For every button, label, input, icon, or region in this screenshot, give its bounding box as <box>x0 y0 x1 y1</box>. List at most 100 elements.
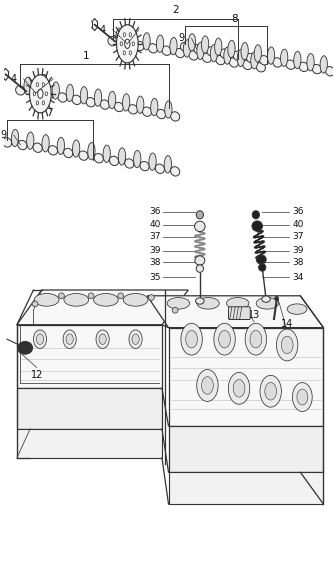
Text: 7: 7 <box>46 107 53 118</box>
Ellipse shape <box>286 60 295 70</box>
Text: 1: 1 <box>83 52 90 61</box>
Ellipse shape <box>103 145 110 162</box>
Ellipse shape <box>281 49 288 67</box>
Ellipse shape <box>256 63 266 72</box>
Ellipse shape <box>171 166 180 176</box>
Ellipse shape <box>294 52 301 68</box>
Text: 39: 39 <box>292 246 304 255</box>
Ellipse shape <box>116 28 123 45</box>
Ellipse shape <box>63 148 73 158</box>
Ellipse shape <box>262 296 270 302</box>
Ellipse shape <box>233 380 245 397</box>
Text: 8: 8 <box>231 14 238 24</box>
Text: 4: 4 <box>11 74 17 84</box>
Ellipse shape <box>196 265 203 273</box>
Ellipse shape <box>134 150 141 168</box>
Ellipse shape <box>58 293 64 299</box>
Ellipse shape <box>118 148 126 165</box>
Ellipse shape <box>129 51 132 55</box>
Ellipse shape <box>16 86 25 95</box>
Ellipse shape <box>156 110 166 119</box>
Ellipse shape <box>260 56 269 65</box>
Polygon shape <box>169 426 323 472</box>
Ellipse shape <box>125 39 130 48</box>
Ellipse shape <box>135 41 144 50</box>
Ellipse shape <box>195 256 205 265</box>
Ellipse shape <box>30 88 39 97</box>
Ellipse shape <box>186 331 197 348</box>
Ellipse shape <box>214 323 235 355</box>
Ellipse shape <box>228 40 235 57</box>
Ellipse shape <box>207 47 216 56</box>
Ellipse shape <box>229 58 238 67</box>
Ellipse shape <box>125 159 134 168</box>
Ellipse shape <box>110 156 119 165</box>
Text: 12: 12 <box>30 370 43 380</box>
Ellipse shape <box>252 211 260 219</box>
Ellipse shape <box>42 82 44 86</box>
Text: 37: 37 <box>292 232 304 241</box>
Ellipse shape <box>197 298 219 309</box>
Ellipse shape <box>210 45 217 62</box>
Ellipse shape <box>44 90 53 100</box>
Ellipse shape <box>151 99 158 116</box>
Ellipse shape <box>148 295 154 300</box>
Text: 9: 9 <box>1 130 7 140</box>
Ellipse shape <box>201 36 209 53</box>
Ellipse shape <box>252 221 263 231</box>
Ellipse shape <box>36 334 44 345</box>
Ellipse shape <box>96 330 109 349</box>
Ellipse shape <box>226 298 249 309</box>
Ellipse shape <box>128 104 138 114</box>
Text: 40: 40 <box>292 220 304 229</box>
Ellipse shape <box>167 298 190 309</box>
Ellipse shape <box>18 342 33 354</box>
Ellipse shape <box>224 47 231 64</box>
Ellipse shape <box>99 334 106 345</box>
Ellipse shape <box>195 298 204 304</box>
Ellipse shape <box>243 60 252 70</box>
Ellipse shape <box>215 38 222 56</box>
Ellipse shape <box>34 293 59 306</box>
Ellipse shape <box>94 293 118 306</box>
Text: 39: 39 <box>150 246 161 255</box>
Ellipse shape <box>170 38 177 55</box>
Ellipse shape <box>64 293 89 306</box>
Ellipse shape <box>132 334 139 345</box>
Polygon shape <box>147 296 323 328</box>
Ellipse shape <box>38 79 45 97</box>
Ellipse shape <box>149 153 156 171</box>
Ellipse shape <box>181 323 202 355</box>
Text: 13: 13 <box>248 310 260 320</box>
Ellipse shape <box>18 140 27 150</box>
Ellipse shape <box>246 53 256 63</box>
Ellipse shape <box>237 49 244 67</box>
Ellipse shape <box>299 62 308 71</box>
Polygon shape <box>169 472 323 504</box>
Ellipse shape <box>63 330 76 349</box>
Text: 9: 9 <box>179 33 185 44</box>
Ellipse shape <box>45 92 47 96</box>
Ellipse shape <box>175 48 184 57</box>
Ellipse shape <box>94 89 102 106</box>
Polygon shape <box>17 429 162 458</box>
Ellipse shape <box>165 101 172 118</box>
Ellipse shape <box>121 39 131 48</box>
Ellipse shape <box>194 45 203 54</box>
Ellipse shape <box>72 140 80 157</box>
Ellipse shape <box>129 32 132 37</box>
Ellipse shape <box>27 132 34 149</box>
Text: 3: 3 <box>126 24 132 35</box>
Ellipse shape <box>100 100 109 109</box>
Ellipse shape <box>129 330 142 349</box>
Polygon shape <box>169 328 323 426</box>
Ellipse shape <box>195 221 205 231</box>
Ellipse shape <box>325 67 334 76</box>
Text: 4: 4 <box>100 24 106 35</box>
Ellipse shape <box>228 372 250 404</box>
Ellipse shape <box>109 91 116 108</box>
Ellipse shape <box>256 255 266 264</box>
Ellipse shape <box>2 138 12 147</box>
Ellipse shape <box>216 56 225 65</box>
Ellipse shape <box>287 304 307 314</box>
